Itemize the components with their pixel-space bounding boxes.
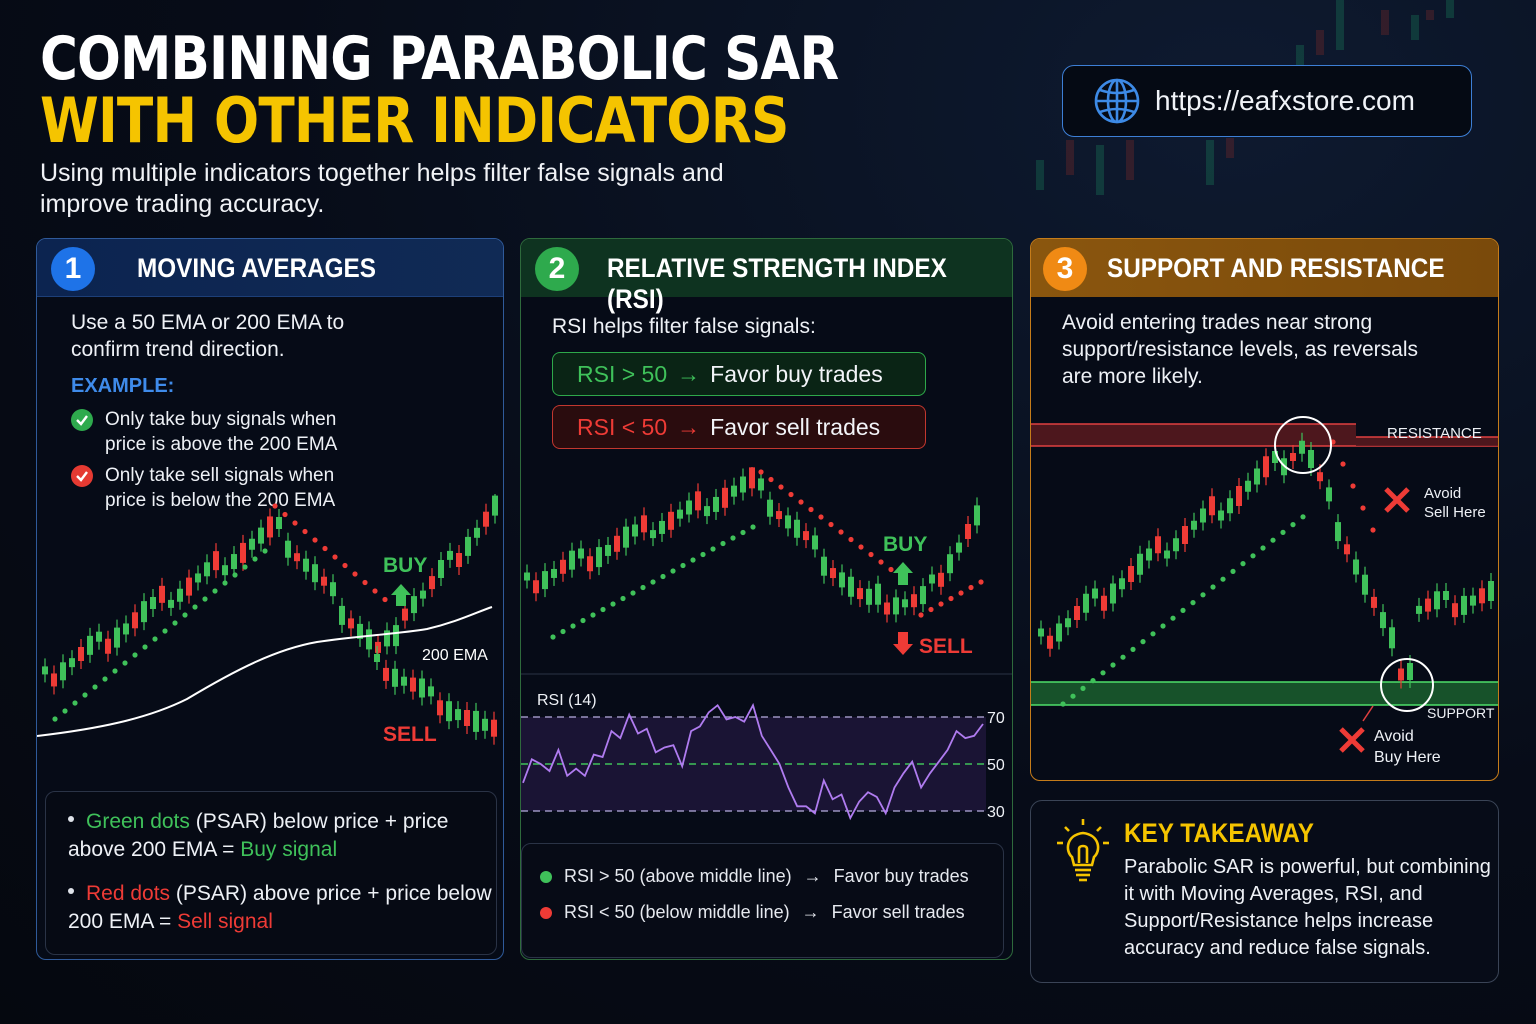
panel-intro: RSI helps filter false signals:: [552, 315, 816, 338]
svg-text:Avoid: Avoid: [1424, 485, 1461, 502]
rsi-line: [522, 702, 984, 821]
ema-label: 200 EMA: [422, 647, 488, 664]
panel-number-badge: 1: [51, 247, 95, 291]
panel-title: RELATIVE STRENGTH INDEX (RSI): [607, 253, 947, 314]
resistance-label: RESISTANCE: [1387, 425, 1482, 442]
rsi-level-50: 50: [987, 757, 1005, 774]
ema-psar-candlestick-chart: 200 EMA BUY SELL: [37, 494, 498, 746]
support-label: SUPPORT: [1427, 705, 1495, 721]
page-title-line1: COMBINING PARABOLIC SAR: [40, 24, 839, 94]
rule-rsi-above-50: RSI > 50 → Favor buy trades: [552, 352, 926, 396]
panel-moving-averages: 1 MOVING AVERAGES Use a 50 EMA or 200 EM…: [36, 238, 504, 960]
page-subtitle: Using multiple indicators together helps…: [40, 159, 724, 218]
example-item-buy: Only take buy signals when price is abov…: [71, 407, 365, 457]
rsi-label: RSI (14): [537, 692, 597, 709]
svg-text:Avoid: Avoid: [1374, 728, 1414, 745]
panel-title: SUPPORT AND RESISTANCE: [1107, 253, 1445, 283]
panel-header: 1 MOVING AVERAGES: [37, 239, 503, 297]
takeaway-title: KEY TAKEAWAY: [1124, 818, 1314, 848]
panel-title: MOVING AVERAGES: [137, 253, 376, 283]
panel-intro: Use a 50 EMA or 200 EMA to confirm trend…: [71, 311, 345, 361]
rsi-level-70: 70: [987, 710, 1005, 727]
bullet-sell-signal: Red dots (PSAR) above price + price belo…: [68, 882, 492, 933]
sell-arrow-icon: [893, 632, 913, 655]
buy-label: BUY: [383, 554, 427, 577]
200-ema-line: [37, 606, 493, 737]
red-check-icon: [71, 465, 93, 487]
panel-number-badge: 2: [535, 247, 579, 291]
panel-header: 3 SUPPORT AND RESISTANCE: [1031, 239, 1498, 297]
avoid-sell-x-icon: [1384, 487, 1410, 513]
signal-rules-box: Green dots (PSAR) below price + price ab…: [45, 791, 497, 955]
svg-text:Buy Here: Buy Here: [1374, 749, 1441, 766]
rsi-indicator-chart: RSI (14) 70 50 30: [521, 692, 1005, 821]
example-item-sell: Only take sell signals when price is bel…: [71, 463, 365, 513]
rsi-level-30: 30: [987, 804, 1005, 821]
resistance-zone: [1031, 424, 1356, 446]
takeaway-body: Parabolic SAR is powerful, but combining…: [1124, 856, 1491, 959]
panel-support-resistance: 3 SUPPORT AND RESISTANCE Avoid entering …: [1030, 238, 1499, 781]
rsi-legend-box: RSI > 50 (above middle line) → Favor buy t…: [521, 843, 1004, 958]
page-title-line2: WITH OTHER INDICATORS: [40, 84, 789, 157]
website-url: https://eafxstore.com: [1155, 85, 1415, 116]
legend-rsi-below: RSI < 50 (below middle line) → Favor sell …: [540, 902, 965, 923]
globe-icon: [1094, 78, 1140, 124]
sell-label: SELL: [383, 723, 437, 746]
lightbulb-icon: [1057, 819, 1109, 882]
support-resistance-chart: RESISTANCE SUPPORT Avoid Sell Here Avoid…: [1031, 416, 1498, 766]
buy-label: BUY: [883, 533, 927, 556]
bullet-buy-signal: Green dots (PSAR) below price + price ab…: [68, 810, 449, 861]
panel-number-badge: 3: [1043, 247, 1087, 291]
red-dot-icon: [540, 906, 552, 919]
buy-arrow-icon: [391, 584, 411, 606]
example-label: EXAMPLE:: [71, 375, 175, 397]
svg-text:Sell Here: Sell Here: [1424, 504, 1486, 521]
background-candles-decoration: [1036, 0, 1454, 195]
panel-header: 2 RELATIVE STRENGTH INDEX (RSI): [521, 239, 1012, 314]
key-takeaway-box: KEY TAKEAWAY Parabolic SAR is powerful, …: [1030, 800, 1499, 983]
support-highlight-circle: [1380, 658, 1434, 712]
rule-rsi-below-50: RSI < 50 → Favor sell trades: [552, 405, 926, 449]
resistance-highlight-circle: [1274, 416, 1332, 474]
avoid-buy-x-icon: [1339, 727, 1365, 753]
rsi-psar-candlestick-chart: BUY SELL: [521, 467, 1012, 675]
panel-rsi: 2 RELATIVE STRENGTH INDEX (RSI) RSI help…: [520, 238, 1013, 960]
green-dot-icon: [540, 870, 552, 883]
buy-arrow-icon: [893, 562, 913, 585]
panel-intro: Avoid entering trades near strong suppor…: [1062, 311, 1418, 388]
sell-label: SELL: [919, 635, 973, 658]
green-check-icon: [71, 409, 93, 431]
website-link[interactable]: https://eafxstore.com: [1062, 65, 1472, 137]
legend-rsi-above: RSI > 50 (above middle line) → Favor buy t…: [540, 866, 969, 887]
